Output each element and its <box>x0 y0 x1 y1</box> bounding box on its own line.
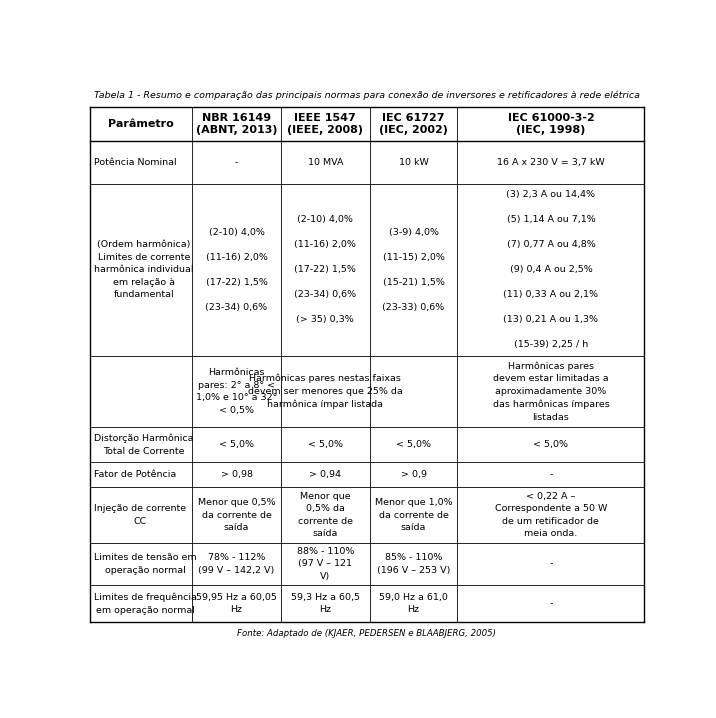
Text: Fator de Potência: Fator de Potência <box>94 470 176 479</box>
Text: < 5,0%: < 5,0% <box>533 440 569 449</box>
Text: 10 MVA: 10 MVA <box>308 158 343 167</box>
Text: < 5,0%: < 5,0% <box>219 440 254 449</box>
Text: 16 A x 230 V = 3,7 kW: 16 A x 230 V = 3,7 kW <box>497 158 605 167</box>
Text: 10 kW: 10 kW <box>399 158 428 167</box>
Text: Tabela 1 - Resumo e comparação das principais normas para conexão de inversores : Tabela 1 - Resumo e comparação das princ… <box>94 90 640 100</box>
Text: Fonte: Adaptado de (KJAER, PEDERSEN e BLAABJERG, 2005): Fonte: Adaptado de (KJAER, PEDERSEN e BL… <box>238 629 496 638</box>
Text: NBR 16149
(ABNT, 2013): NBR 16149 (ABNT, 2013) <box>195 113 277 135</box>
Text: < 5,0%: < 5,0% <box>308 440 343 449</box>
Text: < 0,22 A –
Correspondente a 50 W
de um retificador de
meia onda.: < 0,22 A – Correspondente a 50 W de um r… <box>495 492 607 538</box>
Text: IEC 61727
(IEC, 2002): IEC 61727 (IEC, 2002) <box>379 113 448 135</box>
Text: Harmônicas
pares: 2° a 8° <
1,0% e 10° a 32°
< 0,5%: Harmônicas pares: 2° a 8° < 1,0% e 10° a… <box>196 368 277 415</box>
Text: 59,0 Hz a 61,0
Hz: 59,0 Hz a 61,0 Hz <box>379 593 448 615</box>
Text: Harmônicas pares
devem estar limitadas a
aproximadamente 30%
das harmônicas ímpa: Harmônicas pares devem estar limitadas a… <box>493 361 609 421</box>
Text: -: - <box>235 158 238 167</box>
Text: (3-9) 4,0%

(11-15) 2,0%

(15-21) 1,5%

(23-33) 0,6%: (3-9) 4,0% (11-15) 2,0% (15-21) 1,5% (23… <box>382 228 445 312</box>
Text: Limites de tensão em
operação normal: Limites de tensão em operação normal <box>94 553 197 574</box>
Text: > 0,94: > 0,94 <box>309 470 342 479</box>
Text: (2-10) 4,0%

(11-16) 2,0%

(17-22) 1,5%

(23-34) 0,6%

(> 35) 0,3%: (2-10) 4,0% (11-16) 2,0% (17-22) 1,5% (2… <box>294 215 357 325</box>
Text: < 5,0%: < 5,0% <box>396 440 431 449</box>
Text: 88% - 110%
(97 V – 121
V): 88% - 110% (97 V – 121 V) <box>296 547 354 581</box>
Text: (Ordem harmônica)
Limites de corrente
harmônica individual
em relação à
fundamen: (Ordem harmônica) Limites de corrente ha… <box>94 241 193 299</box>
Text: Parâmetro: Parâmetro <box>108 119 174 129</box>
Text: Menor que 0,5%
da corrente de
saída: Menor que 0,5% da corrente de saída <box>198 498 276 532</box>
Text: (2-10) 4,0%

(11-16) 2,0%

(17-22) 1,5%

(23-34) 0,6%: (2-10) 4,0% (11-16) 2,0% (17-22) 1,5% (2… <box>205 228 268 312</box>
Text: Menor que
0,5% da
corrente de
saída: Menor que 0,5% da corrente de saída <box>298 492 353 538</box>
Text: Harmônicas pares nestas faixas
devem ser menores que 25% da
harmônica ímpar list: Harmônicas pares nestas faixas devem ser… <box>248 374 402 409</box>
Text: -: - <box>549 600 553 608</box>
Text: Potência Nominal: Potência Nominal <box>94 158 177 167</box>
Text: Distorção Harmônica
Total de Corrente: Distorção Harmônica Total de Corrente <box>94 434 193 455</box>
Text: Injeção de corrente
CC: Injeção de corrente CC <box>94 504 186 526</box>
Text: 59,95 Hz a 60,05
Hz: 59,95 Hz a 60,05 Hz <box>196 593 277 615</box>
Text: > 0,98: > 0,98 <box>221 470 253 479</box>
Text: (3) 2,3 A ou 14,4%

(5) 1,14 A ou 7,1%

(7) 0,77 A ou 4,8%

(9) 0,4 A ou 2,5%

(: (3) 2,3 A ou 14,4% (5) 1,14 A ou 7,1% (7… <box>503 190 599 350</box>
Text: Limites de frequência
em operação normal: Limites de frequência em operação normal <box>94 593 197 615</box>
Text: 85% - 110%
(196 V – 253 V): 85% - 110% (196 V – 253 V) <box>377 553 450 574</box>
Text: 78% - 112%
(99 V – 142,2 V): 78% - 112% (99 V – 142,2 V) <box>198 553 275 574</box>
Text: Menor que 1,0%
da corrente de
saída: Menor que 1,0% da corrente de saída <box>374 498 453 532</box>
Text: 59,3 Hz a 60,5
Hz: 59,3 Hz a 60,5 Hz <box>291 593 360 615</box>
Text: > 0,9: > 0,9 <box>400 470 427 479</box>
Text: -: - <box>549 470 553 479</box>
Text: IEC 61000-3-2
(IEC, 1998): IEC 61000-3-2 (IEC, 1998) <box>508 113 594 135</box>
Text: -: - <box>549 559 553 569</box>
Text: IEEE 1547
(IEEE, 2008): IEEE 1547 (IEEE, 2008) <box>287 113 363 135</box>
